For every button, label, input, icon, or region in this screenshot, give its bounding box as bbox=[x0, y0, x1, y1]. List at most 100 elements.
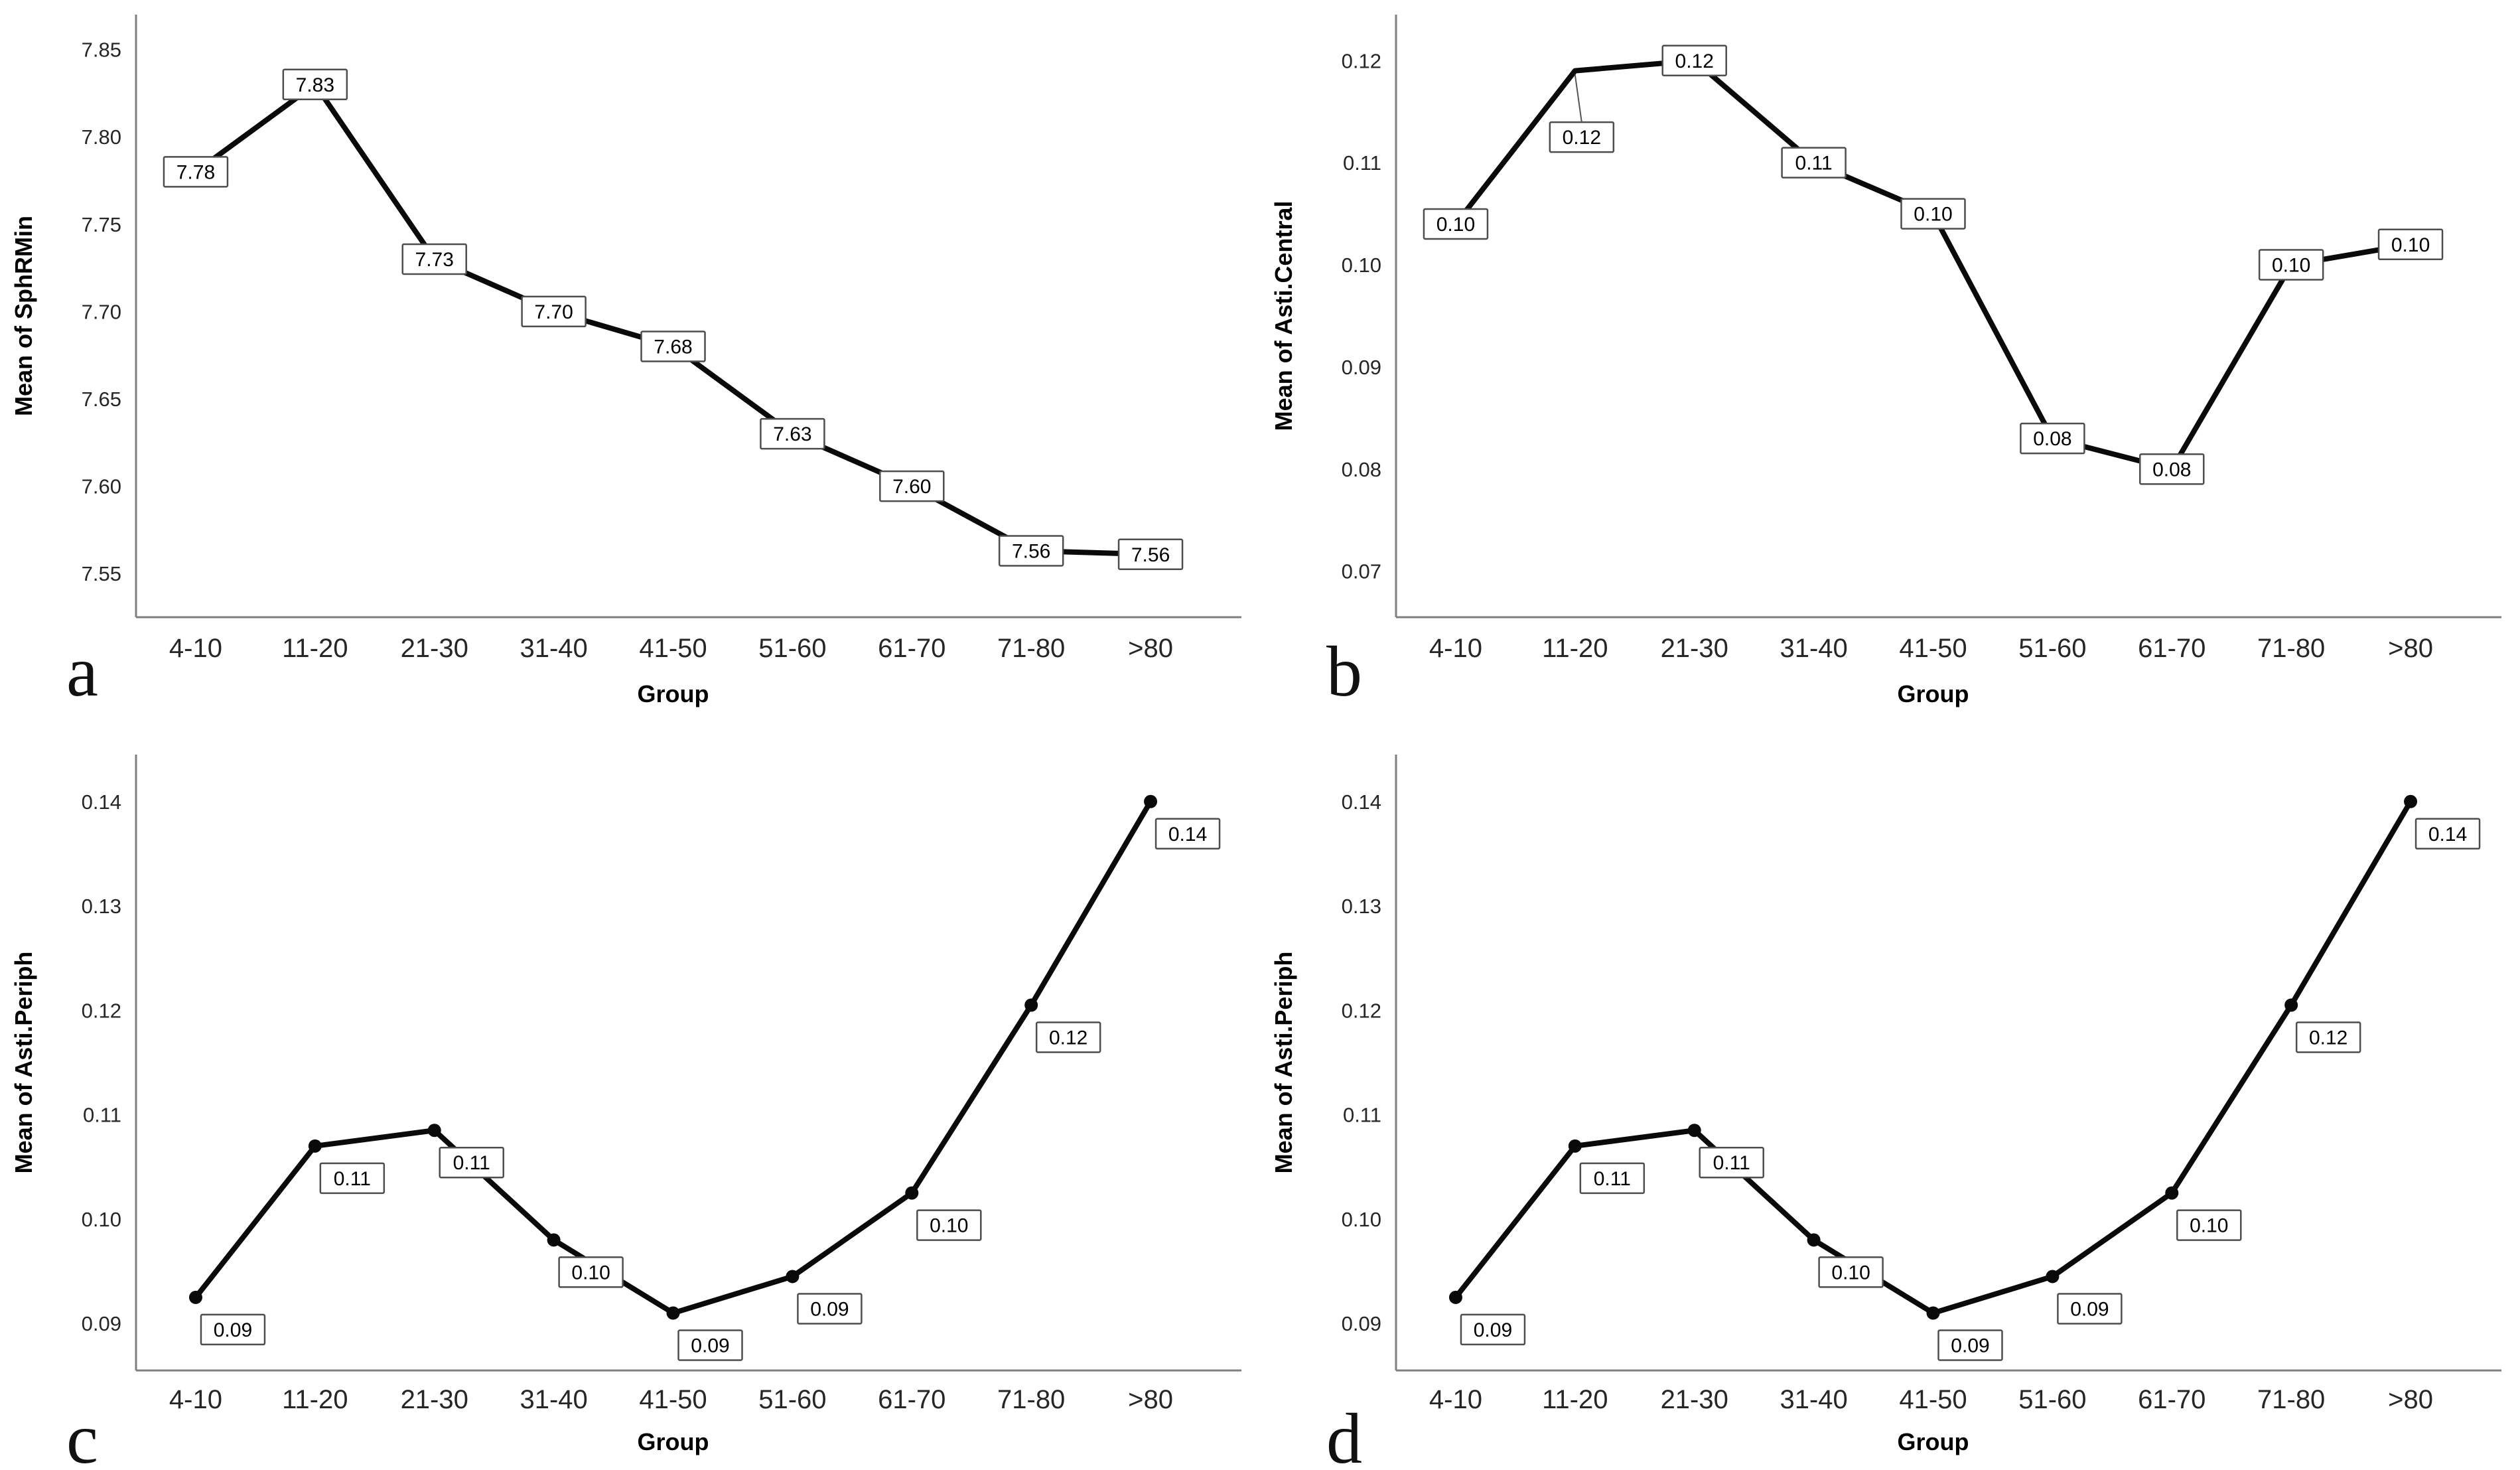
y-tick-label: 0.09 bbox=[1342, 356, 1381, 379]
data-label-text: 0.12 bbox=[1049, 1027, 1087, 1049]
data-label-box bbox=[1937, 1329, 2003, 1361]
data-label-box bbox=[1661, 44, 1727, 77]
panel-a: 7.85 7.80 7.75 7.70 7.65 7.60 7.55 Mean of SphR… bbox=[0, 0, 1260, 735]
data-label-text: 0.14 bbox=[2428, 824, 2467, 845]
y-tick-label: 7.55 bbox=[82, 562, 121, 585]
x-axis-title: Group bbox=[1898, 1428, 1969, 1455]
data-point-marker bbox=[1687, 1124, 1701, 1138]
data-label-text: 0.10 bbox=[1831, 1262, 1870, 1284]
panel-d: 0.14 0.13 0.12 0.11 0.10 0.09 Mean of Asti.Per… bbox=[1260, 735, 2520, 1470]
x-tick-label: >80 bbox=[1128, 1385, 1173, 1414]
data-point-marker bbox=[1926, 1306, 1940, 1320]
x-tick-label: 21-30 bbox=[1661, 1385, 1728, 1414]
x-tick-label: 41-50 bbox=[639, 634, 707, 663]
data-label-text: 7.70 bbox=[534, 301, 573, 323]
x-axis-title: Group bbox=[1898, 680, 1969, 707]
x-tick-label: 51-60 bbox=[758, 634, 826, 663]
data-label-text: 0.09 bbox=[691, 1335, 729, 1357]
data-label-box bbox=[1549, 121, 1615, 153]
data-label-text: 0.14 bbox=[1168, 824, 1207, 845]
data-point-marker bbox=[2046, 1270, 2060, 1284]
data-label-box bbox=[2258, 249, 2324, 281]
data-label-box bbox=[1818, 1256, 1884, 1288]
data-label-text: 0.11 bbox=[1594, 1168, 1631, 1190]
x-tick-label: 41-50 bbox=[639, 1385, 707, 1414]
series-line bbox=[192, 798, 1154, 1316]
x-tick-label: 11-20 bbox=[1542, 634, 1608, 663]
y-axis-title: Mean of Asti.Periph bbox=[10, 952, 37, 1174]
data-label-box bbox=[401, 243, 467, 275]
y-tick-label: 7.80 bbox=[82, 125, 121, 149]
data-label-box bbox=[163, 156, 229, 188]
data-label-text: 0.10 bbox=[571, 1262, 610, 1284]
data-point-marker bbox=[1448, 1290, 1462, 1304]
data-label-box bbox=[1699, 1146, 1764, 1179]
x-tick-label: 21-30 bbox=[401, 634, 468, 663]
x-tick-label: >80 bbox=[1128, 634, 1173, 663]
data-label-text: 0.11 bbox=[1795, 153, 1833, 175]
y-tick-label: 0.07 bbox=[1342, 560, 1381, 583]
x-tick-label: 31-40 bbox=[520, 1385, 587, 1414]
data-label-box bbox=[282, 68, 348, 101]
x-tick-label: 11-20 bbox=[282, 1385, 348, 1414]
x-tick-label: 71-80 bbox=[997, 1385, 1065, 1414]
data-label-text: 7.56 bbox=[1012, 540, 1050, 562]
y-tick-label: 7.70 bbox=[82, 300, 121, 323]
y-axis-title: Mean of SphRMin bbox=[10, 216, 37, 416]
data-label-text: 7.78 bbox=[176, 161, 215, 183]
data-label-box bbox=[2415, 818, 2481, 850]
data-point-marker bbox=[1024, 998, 1038, 1012]
y-axis-title: Mean of Asti.Central bbox=[1270, 201, 1297, 431]
x-tick-label: 71-80 bbox=[997, 634, 1065, 663]
data-label-text: 0.11 bbox=[1713, 1152, 1750, 1174]
data-label-text: 7.83 bbox=[296, 74, 334, 96]
data-point-marker bbox=[666, 1306, 680, 1320]
y-tick-label: 0.10 bbox=[1342, 254, 1381, 277]
x-tick-label: 11-20 bbox=[282, 634, 348, 663]
y-tick-label: 0.11 bbox=[83, 1104, 121, 1127]
data-label-box bbox=[319, 1162, 385, 1195]
data-label-box bbox=[2057, 1293, 2123, 1325]
data-point-marker bbox=[188, 1290, 202, 1304]
data-label-box bbox=[439, 1146, 504, 1179]
x-tick-label: >80 bbox=[2388, 1385, 2433, 1414]
x-tick-label: >80 bbox=[2388, 634, 2433, 663]
y-tick-label: 7.65 bbox=[82, 388, 121, 411]
data-label-box bbox=[521, 295, 587, 328]
y-axis-title: Mean of Asti.Periph bbox=[1270, 952, 1297, 1174]
data-label-text: 0.09 bbox=[810, 1298, 849, 1320]
y-tick-label: 0.10 bbox=[82, 1208, 121, 1231]
x-tick-label: 31-40 bbox=[1780, 1385, 1847, 1414]
data-label-text: 0.08 bbox=[2152, 459, 2191, 480]
panel-c: 0.14 0.13 0.12 0.11 0.10 0.09 Mean of Asti.Per… bbox=[0, 735, 1260, 1470]
data-label-text: 7.56 bbox=[1131, 544, 1170, 566]
data-label-text: 0.10 bbox=[2190, 1215, 2228, 1237]
data-point-marker bbox=[2165, 1186, 2179, 1200]
data-point-marker bbox=[1807, 1233, 1821, 1247]
x-tick-label: 61-70 bbox=[2138, 1385, 2205, 1414]
series-line bbox=[1452, 798, 2414, 1316]
x-tick-label: 4-10 bbox=[169, 634, 222, 663]
y-tick-label: 7.85 bbox=[82, 38, 121, 62]
data-label-box bbox=[916, 1209, 982, 1241]
data-label-box bbox=[1900, 198, 1966, 230]
data-label-box bbox=[200, 1313, 266, 1346]
x-tick-label: 41-50 bbox=[1899, 634, 1967, 663]
data-label-text: 0.10 bbox=[930, 1215, 968, 1237]
data-point-marker bbox=[786, 1270, 800, 1284]
y-tick-label: 7.60 bbox=[82, 475, 121, 498]
data-label-box bbox=[1781, 147, 1847, 179]
x-tick-label: 21-30 bbox=[1661, 634, 1728, 663]
data-label-box bbox=[1117, 538, 1184, 571]
x-tick-label: 61-70 bbox=[2138, 634, 2205, 663]
data-label-text: 0.09 bbox=[1474, 1319, 1512, 1341]
chart-panel-b: 0.12 0.11 0.10 0.09 0.08 0.07 Mean of Asti.Cen… bbox=[1270, 15, 2501, 711]
data-point-marker bbox=[2284, 998, 2298, 1012]
y-tick-label: 0.12 bbox=[1342, 999, 1381, 1022]
data-label-text: 7.60 bbox=[892, 476, 931, 498]
x-tick-label: 11-20 bbox=[1542, 1385, 1608, 1414]
y-tick-label: 0.14 bbox=[82, 790, 121, 814]
data-label-text: 0.10 bbox=[2272, 255, 2310, 277]
panel-letter: b bbox=[1326, 632, 1362, 711]
